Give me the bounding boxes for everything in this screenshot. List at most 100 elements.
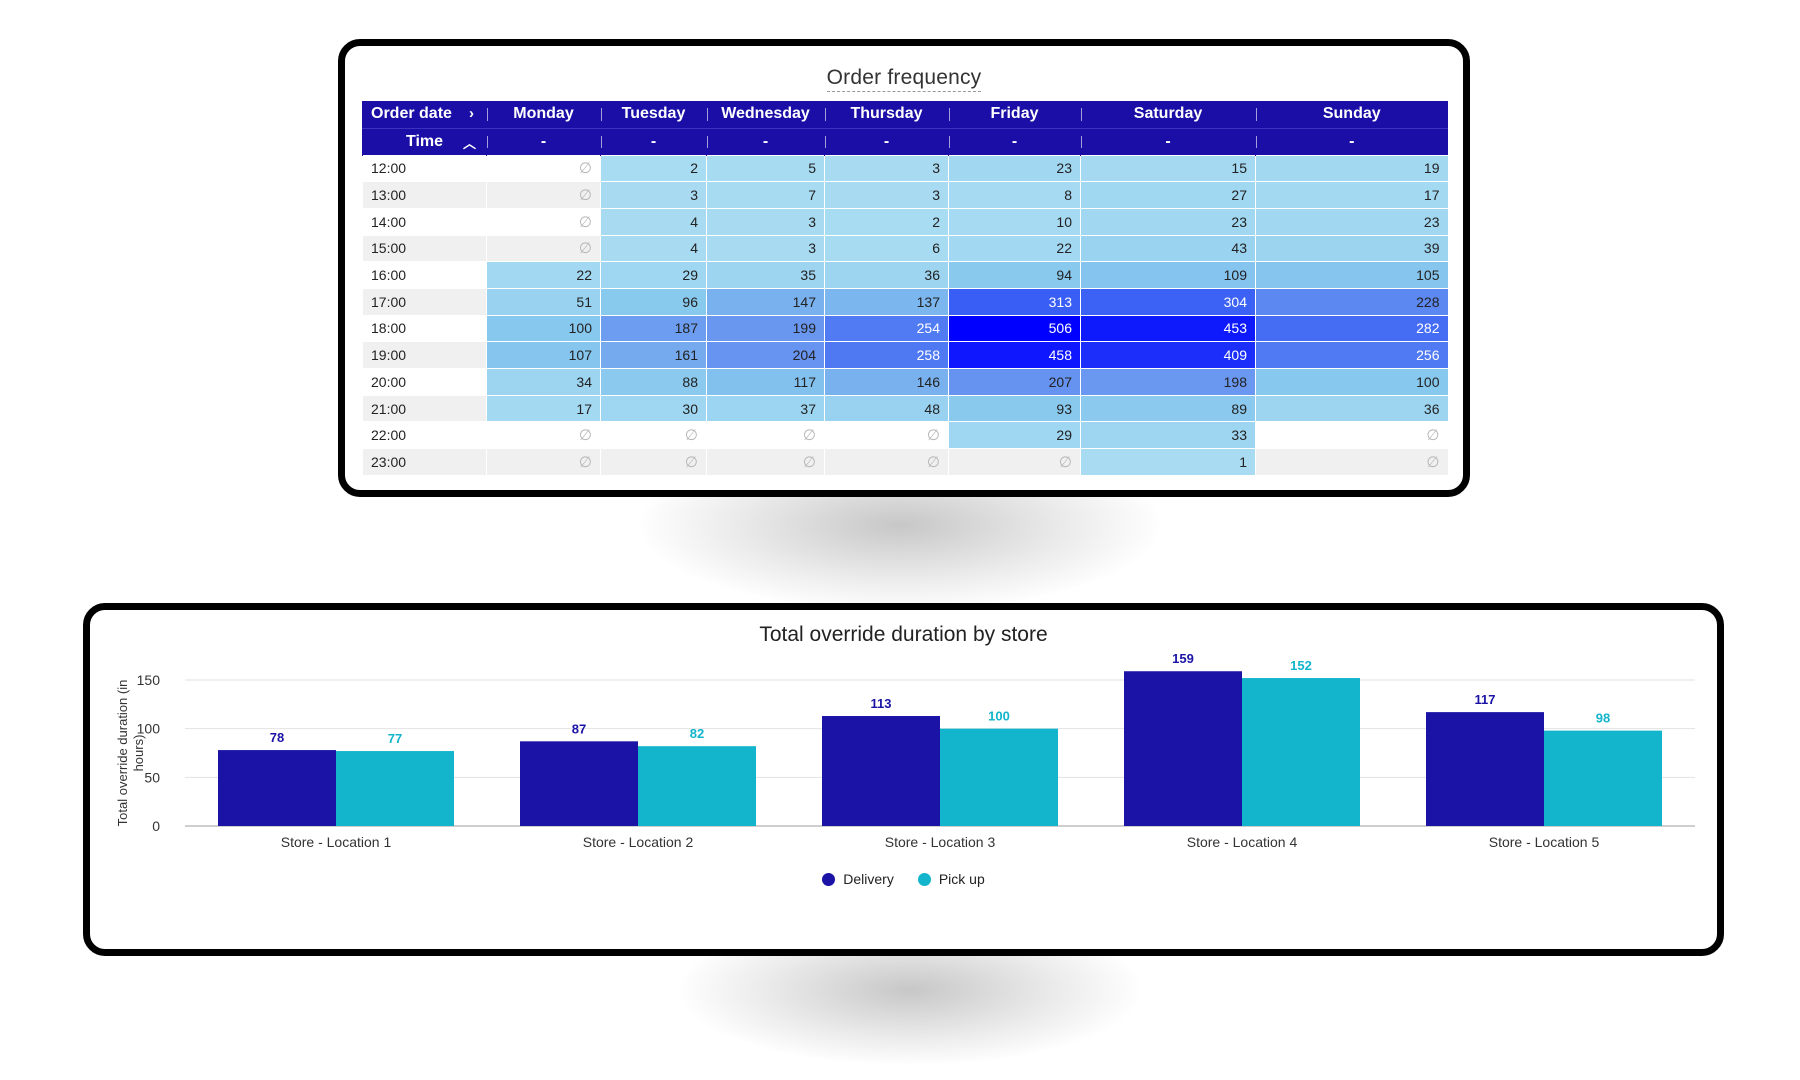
subheader-dash: -	[486, 128, 601, 155]
bar-pickup	[940, 728, 1058, 826]
value-cell: 8	[948, 181, 1081, 209]
value-cell: 3	[824, 181, 949, 209]
value-cell: 453	[1080, 314, 1256, 342]
value-cell: 107	[486, 341, 601, 369]
data-label: 159	[1172, 651, 1194, 666]
value-cell: 29	[948, 421, 1081, 449]
value-cell: 228	[1255, 287, 1448, 316]
value-cell: 1	[1080, 448, 1256, 476]
value-cell: 313	[948, 287, 1081, 316]
chevron-right-icon[interactable]: ›	[469, 105, 474, 122]
time-header[interactable]: Time ︿	[362, 128, 487, 155]
subheader-dash: -	[706, 128, 825, 155]
data-label: 100	[988, 709, 1010, 724]
value-cell: 23	[948, 154, 1081, 182]
value-cell: 2	[600, 154, 707, 182]
value-cell: 33	[1080, 421, 1256, 449]
day-header-wednesday[interactable]: Wednesday	[706, 101, 825, 129]
null-cell: ∅	[1255, 421, 1448, 449]
day-header-tuesday[interactable]: Tuesday	[600, 101, 707, 129]
value-cell: 94	[948, 261, 1081, 289]
value-cell: 36	[824, 261, 949, 289]
value-cell: 3	[600, 181, 707, 209]
value-cell: 256	[1255, 341, 1448, 369]
value-cell: 48	[824, 394, 949, 422]
value-cell: 22	[486, 261, 601, 289]
value-cell: 17	[486, 394, 601, 422]
time-cell: 15:00	[362, 234, 487, 262]
value-cell: 207	[948, 368, 1081, 396]
y-tick-label: 150	[137, 672, 161, 688]
value-cell: 51	[486, 287, 601, 316]
value-cell: 5	[706, 154, 825, 182]
data-label: 87	[572, 721, 586, 736]
x-tick-label: Store - Location 5	[1489, 834, 1600, 850]
bar-pickup	[638, 746, 756, 826]
value-cell: 254	[824, 314, 949, 342]
null-cell: ∅	[1255, 448, 1448, 476]
subheader-dash: -	[1255, 128, 1448, 155]
value-cell: 96	[600, 287, 707, 316]
bar-delivery	[822, 716, 940, 826]
value-cell: 105	[1255, 261, 1448, 289]
value-cell: 3	[824, 154, 949, 182]
value-cell: 117	[706, 368, 825, 396]
data-label: 113	[871, 696, 892, 711]
value-cell: 34	[486, 368, 601, 396]
table-row: 21:00 17 30 37 48 93 89 36	[362, 394, 1448, 422]
table-row: 18:00 100 187 199 254 506 453 282	[362, 314, 1448, 342]
value-cell: 146	[824, 368, 949, 396]
day-header-sunday[interactable]: Sunday	[1255, 101, 1448, 129]
y-tick-label: 0	[152, 818, 160, 834]
bar-pickup	[1242, 678, 1360, 826]
value-cell: 458	[948, 341, 1081, 369]
data-label: 82	[690, 726, 704, 741]
null-cell: ∅	[486, 207, 601, 236]
day-header-friday[interactable]: Friday	[948, 101, 1081, 129]
time-cell: 12:00	[362, 154, 487, 182]
value-cell: 100	[486, 314, 601, 342]
data-label: 117	[1475, 692, 1496, 707]
value-cell: 35	[706, 261, 825, 289]
data-label: 77	[388, 731, 402, 746]
time-cell: 13:00	[362, 181, 487, 209]
value-cell: 304	[1080, 287, 1256, 316]
value-cell: 23	[1080, 207, 1256, 236]
table-row: 23:00 ∅ ∅ ∅ ∅ ∅ 1 ∅	[362, 448, 1448, 476]
day-header-monday[interactable]: Monday	[486, 101, 601, 129]
bar-delivery	[1124, 671, 1242, 826]
chevron-up-icon[interactable]: ︿	[462, 135, 476, 151]
table-row: 22:00 ∅ ∅ ∅ ∅ 29 33 ∅	[362, 421, 1448, 449]
value-cell: 93	[948, 394, 1081, 422]
legend-item-pickup[interactable]: Pick up	[917, 871, 985, 887]
x-tick-label: Store - Location 4	[1187, 834, 1298, 850]
value-cell: 137	[824, 287, 949, 316]
time-cell: 20:00	[362, 368, 487, 396]
time-cell: 17:00	[362, 287, 487, 316]
null-cell: ∅	[486, 421, 601, 449]
time-cell: 18:00	[362, 314, 487, 342]
y-tick-label: 100	[137, 721, 161, 737]
value-cell: 43	[1080, 234, 1256, 262]
value-cell: 282	[1255, 314, 1448, 342]
time-cell: 19:00	[362, 341, 487, 369]
barchart-title: Total override duration by store	[759, 623, 1048, 646]
day-header-thursday[interactable]: Thursday	[824, 101, 949, 129]
data-label: 152	[1290, 658, 1312, 673]
value-cell: 39	[1255, 234, 1448, 262]
value-cell: 27	[1080, 181, 1256, 209]
order-date-header[interactable]: Order date ›	[362, 101, 487, 129]
time-cell: 21:00	[362, 394, 487, 422]
value-cell: 506	[948, 314, 1081, 342]
value-cell: 2	[824, 207, 949, 236]
value-cell: 409	[1080, 341, 1256, 369]
value-cell: 4	[600, 234, 707, 262]
y-axis-label: Total override duration (inhours)	[115, 680, 146, 827]
x-tick-label: Store - Location 3	[885, 834, 996, 850]
value-cell: 147	[706, 287, 825, 316]
value-cell: 10	[948, 207, 1081, 236]
day-header-saturday[interactable]: Saturday	[1080, 101, 1256, 129]
value-cell: 4	[600, 207, 707, 236]
legend-item-delivery[interactable]: Delivery	[822, 871, 894, 887]
